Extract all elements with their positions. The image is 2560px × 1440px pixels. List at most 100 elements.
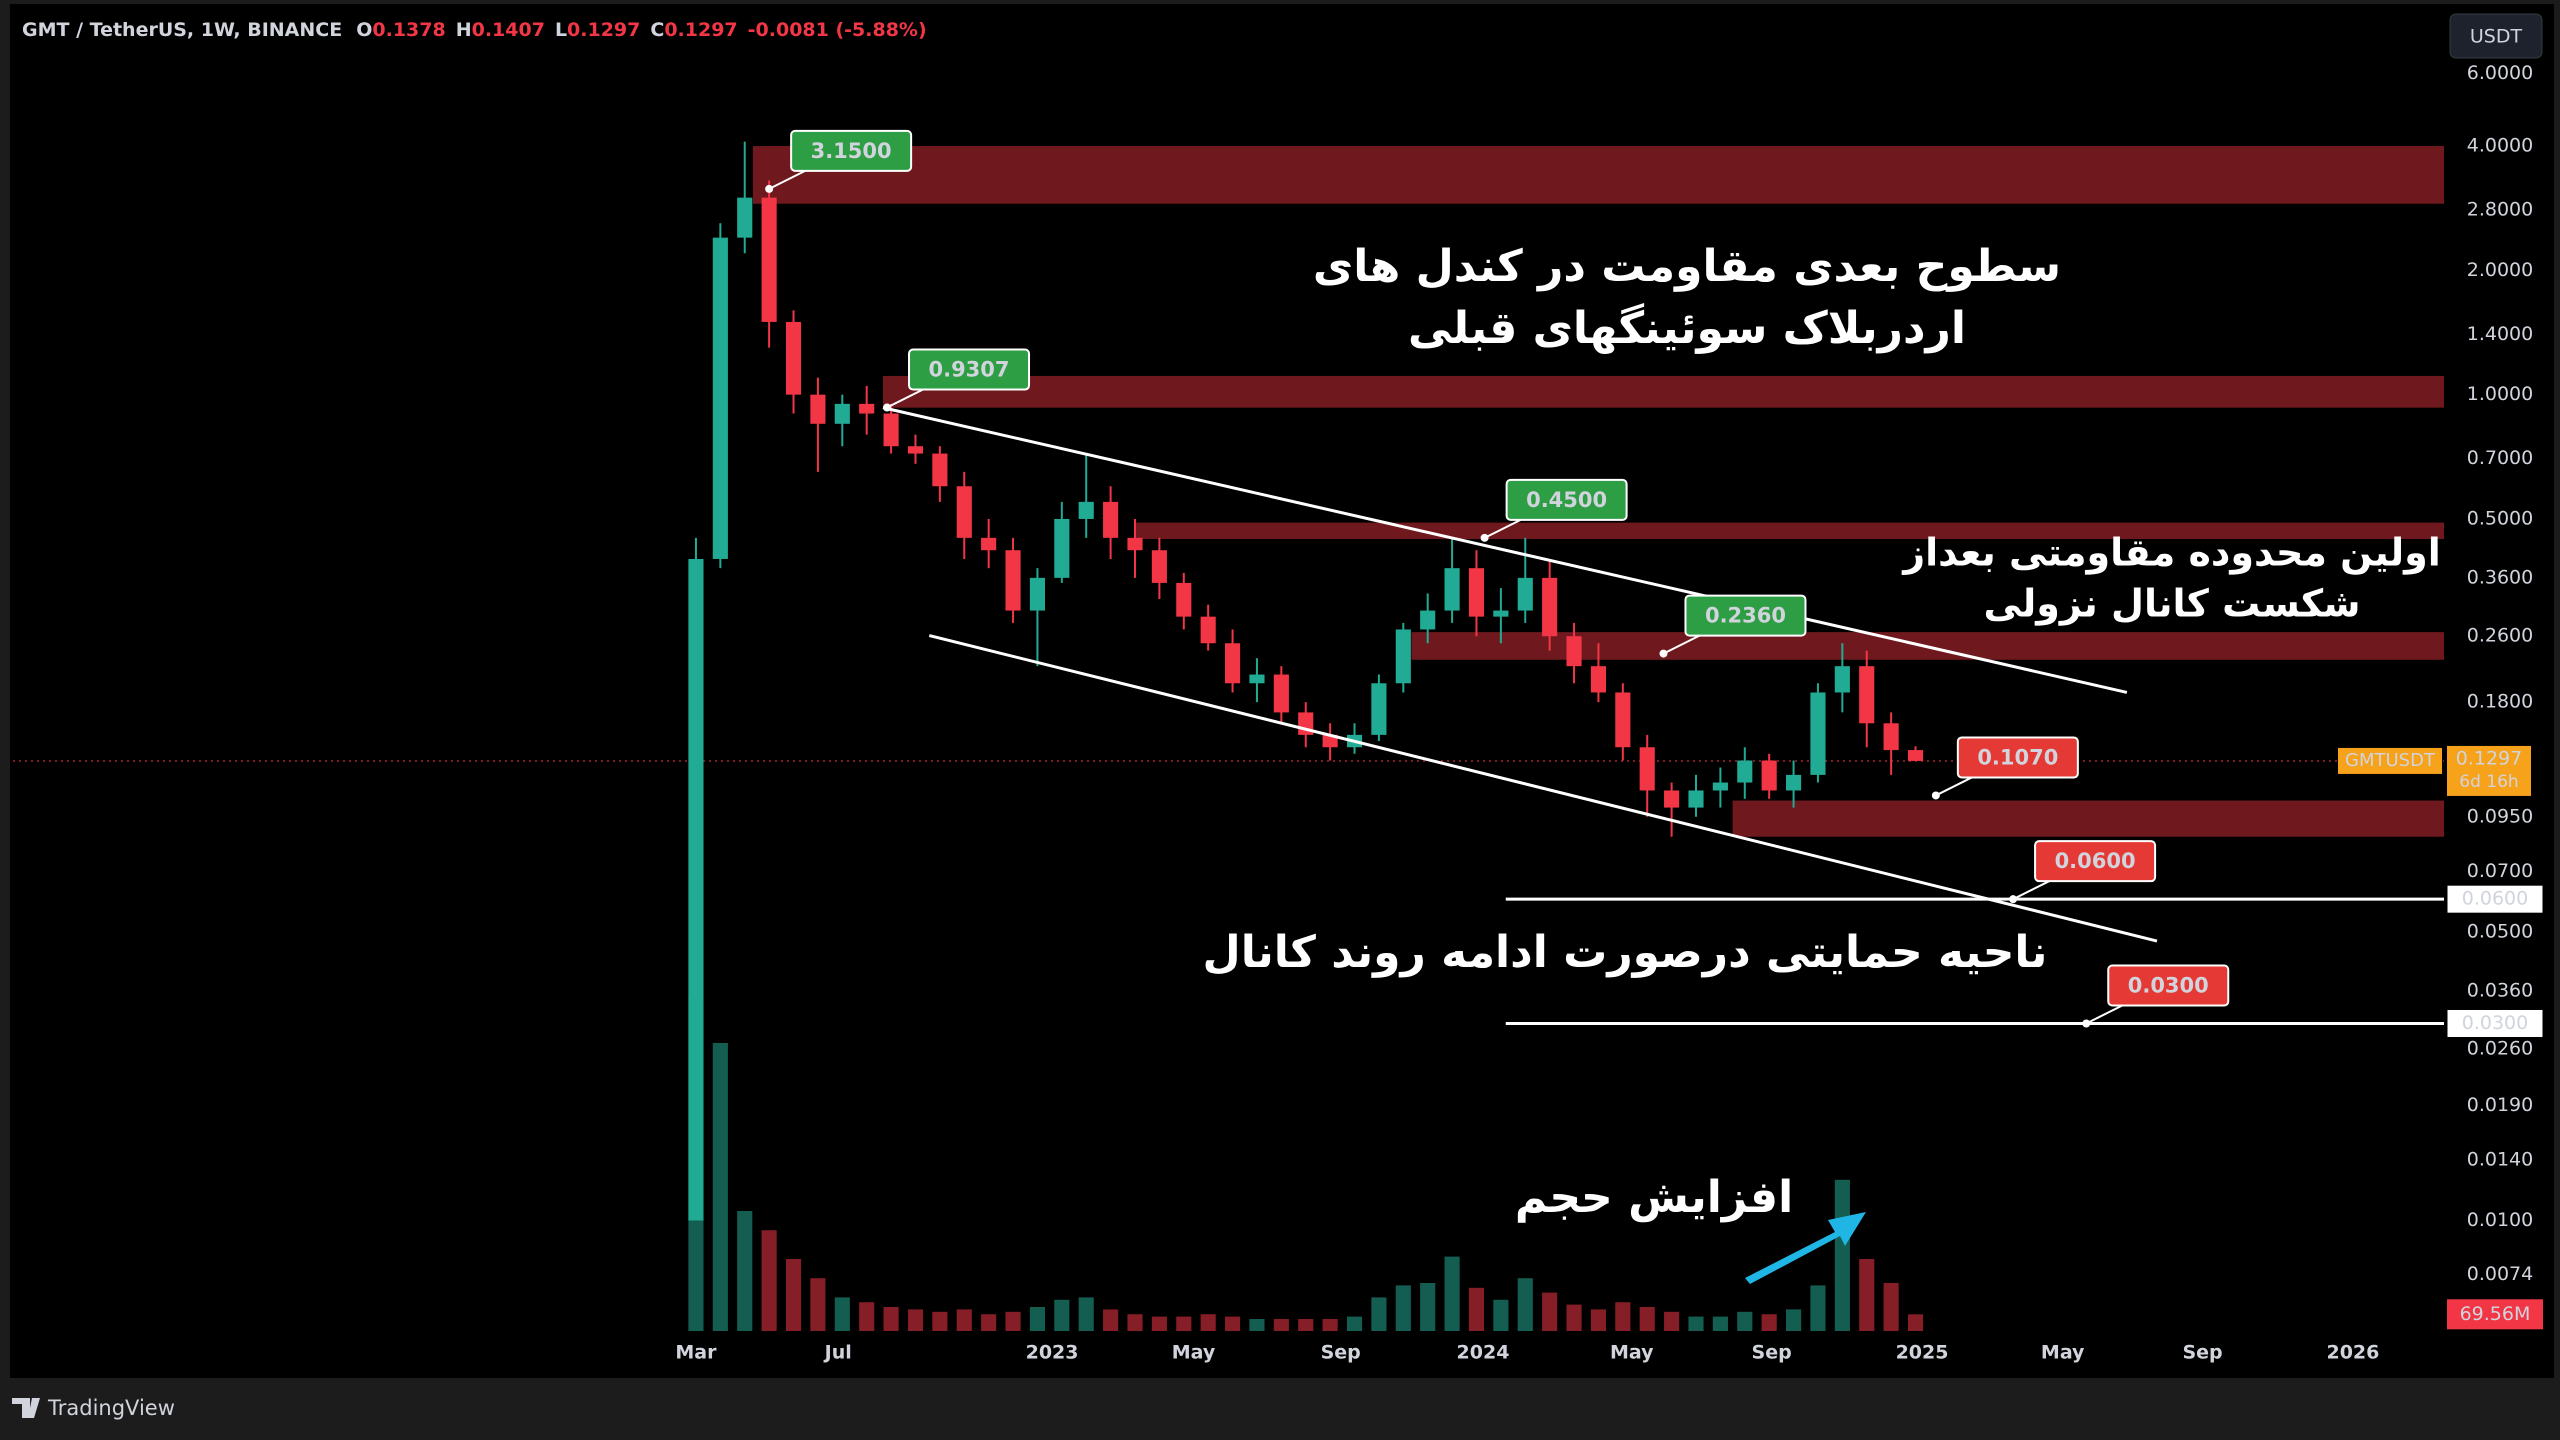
candle-body — [1005, 550, 1021, 611]
volume-bar — [907, 1309, 924, 1331]
x-tick-label: Sep — [2182, 1342, 2222, 1364]
callout-box — [790, 129, 913, 172]
annotation: ناحیه حمایتی درصورت ادامه روند کانال — [1203, 927, 2048, 978]
candle-body — [1249, 674, 1265, 684]
volume-bar — [1566, 1304, 1582, 1331]
annotation: افزایش حجم — [1515, 1172, 1793, 1223]
close-value: 0.1297 — [664, 19, 737, 41]
candle-body — [1225, 643, 1241, 684]
y-tick-label: 0.0100 — [2467, 1209, 2533, 1231]
y-tick-label: 0.3600 — [2467, 566, 2533, 588]
symbol-label: GMTUSDT — [2345, 750, 2436, 771]
resistance-zone — [1732, 800, 2444, 837]
low-label: L — [555, 19, 567, 41]
callout-pointer — [768, 169, 806, 190]
candle-body — [1664, 790, 1680, 808]
y-tick-label: 0.5000 — [2467, 507, 2533, 529]
volume-bar — [1371, 1297, 1387, 1331]
candle-body — [1786, 774, 1802, 791]
volume-bar — [932, 1311, 948, 1331]
currency-button[interactable] — [2449, 13, 2543, 59]
price-label: 0.1297 — [2456, 747, 2522, 769]
callout-label: 0.9307 — [928, 358, 1009, 382]
volume-bar — [785, 1259, 802, 1331]
volume-bar — [1200, 1314, 1216, 1331]
resistance-zone — [882, 375, 2444, 408]
y-tick-label: 0.0950 — [2467, 805, 2533, 827]
footer-brand[interactable]: TradingView — [47, 1396, 175, 1420]
candle-body — [1761, 760, 1777, 791]
candle-body — [1859, 666, 1875, 724]
plot-area: 6.0000 4.0000 2.8000 2.0000 1.4000 1.0000 0.70… — [13, 62, 2544, 1364]
volume-bar — [981, 1314, 997, 1331]
high-value: 0.1407 — [472, 19, 545, 41]
volume-bar — [1664, 1311, 1680, 1331]
callout-box — [1956, 736, 2079, 779]
volume-bar — [1444, 1256, 1460, 1331]
open-value: 0.1378 — [372, 19, 445, 41]
level-axis-box — [2446, 1008, 2544, 1038]
callout-box — [908, 348, 1031, 391]
annotation: شکست کانال نزولی — [1984, 582, 2361, 627]
candle-body — [932, 453, 948, 487]
candle-body — [785, 321, 802, 395]
price-box — [2447, 745, 2531, 796]
volume-bar — [1468, 1287, 1485, 1331]
y-tick-label: 1.0000 — [2467, 383, 2533, 405]
candle-body — [981, 537, 997, 551]
callout-label: 0.4500 — [1526, 488, 1607, 512]
candle-body — [883, 413, 899, 447]
candle-body — [761, 197, 777, 322]
y-tick-label: 0.0190 — [2467, 1094, 2533, 1116]
candle-body — [1810, 692, 1826, 775]
x-tick-label: Sep — [1752, 1342, 1792, 1364]
trend-line — [882, 406, 2128, 694]
candle-body — [712, 237, 728, 559]
candle-body — [1615, 692, 1631, 748]
volume-bar — [1688, 1316, 1704, 1331]
volume-bar — [1054, 1299, 1070, 1331]
callout-point — [1480, 533, 1489, 542]
callout-point — [1931, 791, 1940, 800]
candle-body — [1444, 568, 1460, 611]
y-tick-label: 0.0140 — [2467, 1149, 2533, 1171]
volume-bar — [810, 1278, 826, 1331]
callout-box — [1505, 478, 1628, 521]
volume-bar — [1322, 1319, 1338, 1331]
x-tick-label: May — [2041, 1342, 2085, 1364]
volume-bar — [1127, 1314, 1143, 1331]
logo — [12, 1398, 40, 1418]
callout-label: 0.2360 — [1705, 604, 1786, 628]
volume-bar — [1395, 1285, 1411, 1331]
callout-pointer — [1935, 776, 1973, 797]
candle-body — [1590, 666, 1606, 693]
candle-body — [737, 197, 753, 238]
candle-body — [810, 394, 826, 424]
y-tick-label: 0.7000 — [2467, 447, 2533, 469]
volume-bar — [1615, 1302, 1631, 1331]
candle-body — [907, 446, 924, 454]
currency-button-label[interactable]: USDT — [2470, 26, 2523, 48]
volume-bar — [1346, 1316, 1363, 1331]
y-tick-label: 1.4000 — [2467, 323, 2533, 345]
y-tick-label: 0.0700 — [2467, 860, 2533, 882]
candle-body — [1103, 501, 1119, 538]
x-tick-label: May — [1172, 1342, 1216, 1364]
y-tick-label: 0.0500 — [2467, 920, 2533, 942]
volume-label: 69.56M — [2460, 1303, 2531, 1325]
volume-bar — [1786, 1309, 1802, 1331]
y-tick-label: 4.0000 — [2467, 135, 2533, 157]
callout-point — [1659, 649, 1668, 658]
callout-point — [2082, 1019, 2091, 1028]
callout-point — [2009, 895, 2018, 904]
candle-body — [1468, 568, 1485, 617]
callout-box — [1684, 594, 1807, 637]
y-tick-label: 0.2600 — [2467, 625, 2533, 647]
candle-body — [1420, 610, 1436, 630]
volume-bar — [956, 1309, 972, 1331]
volume-bar — [712, 1043, 728, 1331]
volume-bar — [1273, 1319, 1289, 1331]
change: -0.0081 (-5.88%) — [748, 19, 927, 41]
volume-bar — [1712, 1316, 1728, 1331]
volume-bar — [1005, 1311, 1021, 1331]
